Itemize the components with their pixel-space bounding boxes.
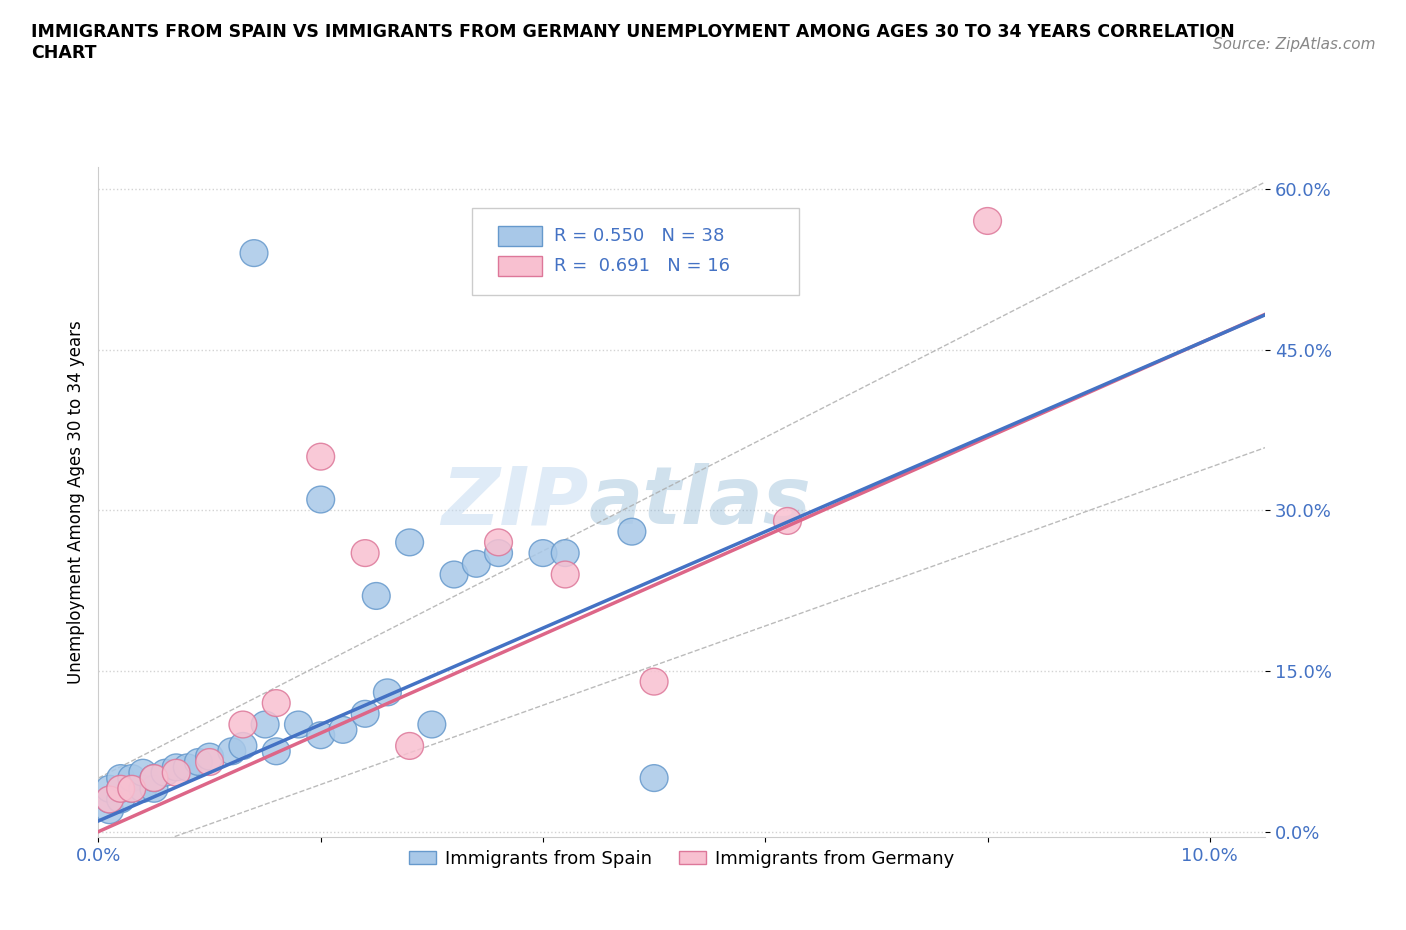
Ellipse shape	[229, 711, 257, 737]
Ellipse shape	[374, 679, 401, 706]
Ellipse shape	[329, 716, 357, 743]
Ellipse shape	[107, 786, 135, 813]
Ellipse shape	[307, 486, 335, 513]
Ellipse shape	[118, 776, 146, 803]
Ellipse shape	[96, 776, 124, 803]
Ellipse shape	[352, 539, 380, 566]
Ellipse shape	[252, 711, 278, 737]
Ellipse shape	[240, 240, 269, 267]
Ellipse shape	[619, 518, 645, 545]
Ellipse shape	[218, 737, 246, 764]
Ellipse shape	[107, 764, 135, 791]
Ellipse shape	[284, 711, 312, 737]
Ellipse shape	[418, 711, 446, 737]
Ellipse shape	[107, 776, 135, 803]
Ellipse shape	[229, 733, 257, 759]
Legend: Immigrants from Spain, Immigrants from Germany: Immigrants from Spain, Immigrants from G…	[402, 843, 962, 875]
Ellipse shape	[640, 764, 668, 791]
Ellipse shape	[263, 737, 290, 764]
Ellipse shape	[96, 786, 124, 813]
Ellipse shape	[173, 754, 201, 781]
Text: atlas: atlas	[589, 463, 811, 541]
Ellipse shape	[129, 776, 157, 803]
Ellipse shape	[395, 529, 423, 556]
Ellipse shape	[118, 776, 146, 803]
Ellipse shape	[485, 529, 512, 556]
Ellipse shape	[152, 759, 179, 786]
Ellipse shape	[107, 776, 135, 803]
Ellipse shape	[307, 722, 335, 749]
Ellipse shape	[352, 700, 380, 727]
Ellipse shape	[184, 749, 212, 776]
Ellipse shape	[363, 582, 391, 609]
Ellipse shape	[307, 444, 335, 470]
Text: IMMIGRANTS FROM SPAIN VS IMMIGRANTS FROM GERMANY UNEMPLOYMENT AMONG AGES 30 TO 3: IMMIGRANTS FROM SPAIN VS IMMIGRANTS FROM…	[31, 23, 1234, 62]
Text: R = 0.550   N = 38: R = 0.550 N = 38	[554, 227, 724, 245]
Ellipse shape	[263, 690, 290, 716]
Ellipse shape	[96, 786, 124, 813]
Ellipse shape	[162, 754, 190, 781]
Ellipse shape	[551, 539, 579, 566]
Text: R =  0.691   N = 16: R = 0.691 N = 16	[554, 257, 730, 275]
Text: ZIP: ZIP	[441, 463, 589, 541]
Ellipse shape	[129, 759, 157, 786]
Ellipse shape	[96, 797, 124, 824]
Y-axis label: Unemployment Among Ages 30 to 34 years: Unemployment Among Ages 30 to 34 years	[66, 320, 84, 684]
Ellipse shape	[195, 749, 224, 776]
Ellipse shape	[973, 207, 1001, 234]
Ellipse shape	[551, 561, 579, 588]
Ellipse shape	[640, 669, 668, 695]
Text: Source: ZipAtlas.com: Source: ZipAtlas.com	[1212, 37, 1375, 52]
Ellipse shape	[485, 539, 512, 566]
Ellipse shape	[141, 776, 167, 803]
FancyBboxPatch shape	[472, 207, 799, 295]
Ellipse shape	[395, 733, 423, 759]
Ellipse shape	[141, 764, 167, 791]
Ellipse shape	[773, 508, 801, 535]
Ellipse shape	[162, 759, 190, 786]
FancyBboxPatch shape	[498, 226, 541, 246]
Ellipse shape	[141, 764, 167, 791]
Ellipse shape	[440, 561, 468, 588]
Ellipse shape	[529, 539, 557, 566]
Ellipse shape	[118, 764, 146, 791]
Ellipse shape	[463, 551, 491, 578]
Ellipse shape	[195, 743, 224, 770]
FancyBboxPatch shape	[498, 256, 541, 276]
